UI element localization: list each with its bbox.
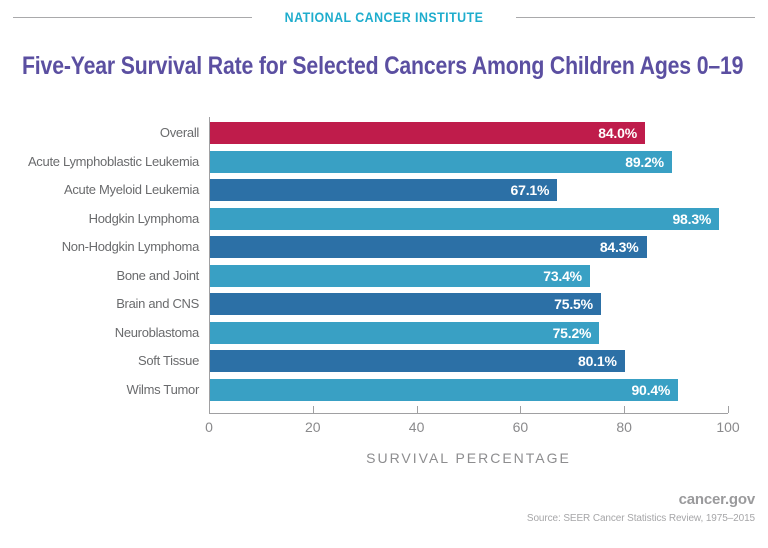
bar-row: Overall 84.0% (0, 122, 728, 144)
header: NATIONAL CANCER INSTITUTE (13, 10, 755, 25)
x-axis-tick (312, 406, 314, 413)
y-axis-line (209, 117, 210, 413)
bar: 73.4% (209, 264, 590, 287)
x-axis-tick (624, 406, 626, 413)
bar-category-label: Soft Tissue (137, 353, 199, 368)
bar-category-label: Acute Myeloid Leukemia (63, 182, 199, 197)
bar-value-label: 90.4% (631, 381, 671, 398)
bar-value-label: 80.1% (578, 353, 617, 369)
x-axis-tick-label: 80 (616, 419, 632, 435)
bar-value-label: 75.2% (552, 324, 592, 341)
x-axis-tick-label: 100 (716, 419, 740, 435)
bar: 89.2% (209, 150, 672, 173)
bar-track: 89.2% (209, 150, 728, 173)
x-axis-tick (728, 406, 729, 413)
bar-value-label: 84.3% (599, 239, 639, 255)
bar-track: 75.5% (209, 293, 728, 315)
bar-row: Hodgkin Lymphoma 98.3% (0, 207, 728, 230)
x-axis-tick-label: 20 (305, 419, 321, 435)
bar-row: Bone and Joint 73.4% (0, 264, 728, 287)
bar-track: 90.4% (209, 378, 728, 401)
bar: 75.5% (209, 293, 601, 315)
x-axis-tick-label: 0 (205, 419, 213, 435)
bar-rows: Overall 84.0% Acute Lymphoblastic Leukemia… (0, 122, 728, 401)
bar-track: 84.3% (209, 236, 728, 258)
bar-value-label: 73.4% (543, 267, 582, 284)
bar-category-label: Hodgkin Lymphoma (88, 210, 200, 226)
bar: 84.3% (209, 236, 647, 258)
bar-track: 67.1% (209, 179, 728, 201)
bar-track: 84.0% (209, 122, 728, 144)
x-axis-tick (209, 406, 210, 413)
source-credit: Source: SEER Cancer Statistics Review, 1… (526, 513, 755, 524)
bar-track: 98.3% (209, 207, 728, 230)
bar-category-label: Neuroblastoma (114, 324, 200, 340)
bar-category-label: Acute Lymphoblastic Leukemia (27, 153, 199, 169)
footer: cancer.gov Source: SEER Cancer Statistic… (527, 491, 755, 524)
bar: 84.0% (209, 122, 645, 144)
bar-row: Wilms Tumor 90.4% (0, 378, 728, 401)
bar-row: Acute Myeloid Leukemia 67.1% (0, 179, 728, 201)
bar-value-label: 84.0% (598, 125, 637, 141)
bar: 98.3% (209, 207, 720, 230)
bar-category-label: Overall (159, 125, 199, 140)
x-axis-tick (520, 406, 522, 413)
bar-category-label: Wilms Tumor (126, 381, 199, 397)
header-rule-right (516, 17, 755, 18)
bar-category-label: Brain and CNS (116, 296, 199, 311)
org-name: NATIONAL CANCER INSTITUTE (284, 10, 484, 25)
bar-value-label: 67.1% (510, 182, 550, 198)
bar-value-label: 98.3% (672, 210, 712, 227)
header-rule-left (13, 17, 252, 18)
bar-value-label: 75.5% (554, 296, 593, 312)
bar-row: Neuroblastoma 75.2% (0, 321, 728, 344)
chart-title: Five-Year Survival Rate for Selected Can… (22, 52, 768, 81)
bar-row: Non-Hodgkin Lymphoma 84.3% (0, 236, 728, 258)
x-axis-tick-label: 40 (408, 419, 425, 435)
bar: 80.1% (209, 350, 625, 372)
site-name: cancer.gov (678, 491, 756, 508)
bar-value-label: 89.2% (625, 153, 664, 170)
x-axis-tick (416, 406, 418, 413)
bar: 90.4% (209, 378, 679, 401)
x-axis-tick-label: 60 (512, 419, 529, 435)
bar: 75.2% (209, 321, 600, 344)
bar-category-label: Bone and Joint (116, 267, 199, 283)
x-axis-line (209, 413, 728, 414)
bar-category-label: Non-Hodgkin Lymphoma (61, 239, 200, 254)
bar-row: Acute Lymphoblastic Leukemia 89.2% (0, 150, 728, 173)
chart-title-text: Five-Year Survival Rate for Selected Can… (22, 52, 744, 80)
bar-row: Brain and CNS 75.5% (0, 293, 728, 315)
bar-row: Soft Tissue 80.1% (0, 350, 728, 372)
bar-track: 80.1% (209, 350, 728, 372)
bar-track: 75.2% (209, 321, 728, 344)
x-axis-label: SURVIVAL PERCENTAGE (366, 450, 571, 466)
bar: 67.1% (209, 179, 558, 201)
bar-track: 73.4% (209, 264, 728, 287)
